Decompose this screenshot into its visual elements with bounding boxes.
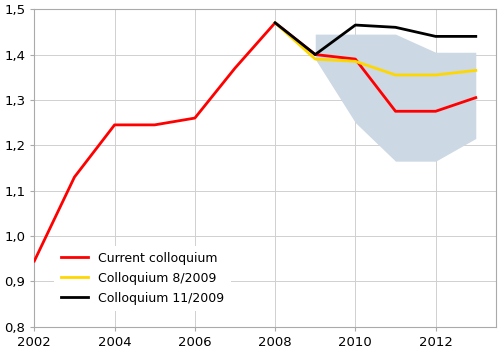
Current colloquium bbox=[192, 116, 198, 120]
Colloquium 11/2009 bbox=[473, 34, 479, 38]
Line: Current colloquium: Current colloquium bbox=[34, 23, 476, 261]
Current colloquium bbox=[232, 66, 238, 70]
Current colloquium bbox=[473, 96, 479, 100]
Colloquium 8/2009 bbox=[312, 57, 318, 61]
Colloquium 8/2009 bbox=[272, 21, 278, 25]
Current colloquium bbox=[392, 109, 398, 113]
Colloquium 8/2009 bbox=[352, 59, 358, 64]
Line: Colloquium 11/2009: Colloquium 11/2009 bbox=[275, 23, 476, 55]
Colloquium 8/2009 bbox=[432, 73, 438, 77]
Current colloquium bbox=[272, 21, 278, 25]
Colloquium 11/2009 bbox=[432, 34, 438, 38]
Colloquium 8/2009 bbox=[392, 73, 398, 77]
Colloquium 11/2009 bbox=[352, 23, 358, 27]
Colloquium 11/2009 bbox=[312, 53, 318, 57]
Current colloquium bbox=[352, 57, 358, 61]
Current colloquium bbox=[32, 259, 38, 263]
Line: Colloquium 8/2009: Colloquium 8/2009 bbox=[275, 23, 476, 75]
Colloquium 11/2009 bbox=[392, 25, 398, 29]
Current colloquium bbox=[312, 53, 318, 57]
Colloquium 11/2009 bbox=[272, 21, 278, 25]
Current colloquium bbox=[72, 175, 78, 179]
Legend: Current colloquium, Colloquium 8/2009, Colloquium 11/2009: Current colloquium, Colloquium 8/2009, C… bbox=[54, 246, 231, 311]
Current colloquium bbox=[432, 109, 438, 113]
Colloquium 8/2009 bbox=[473, 68, 479, 73]
Current colloquium bbox=[152, 123, 158, 127]
Current colloquium bbox=[112, 123, 117, 127]
